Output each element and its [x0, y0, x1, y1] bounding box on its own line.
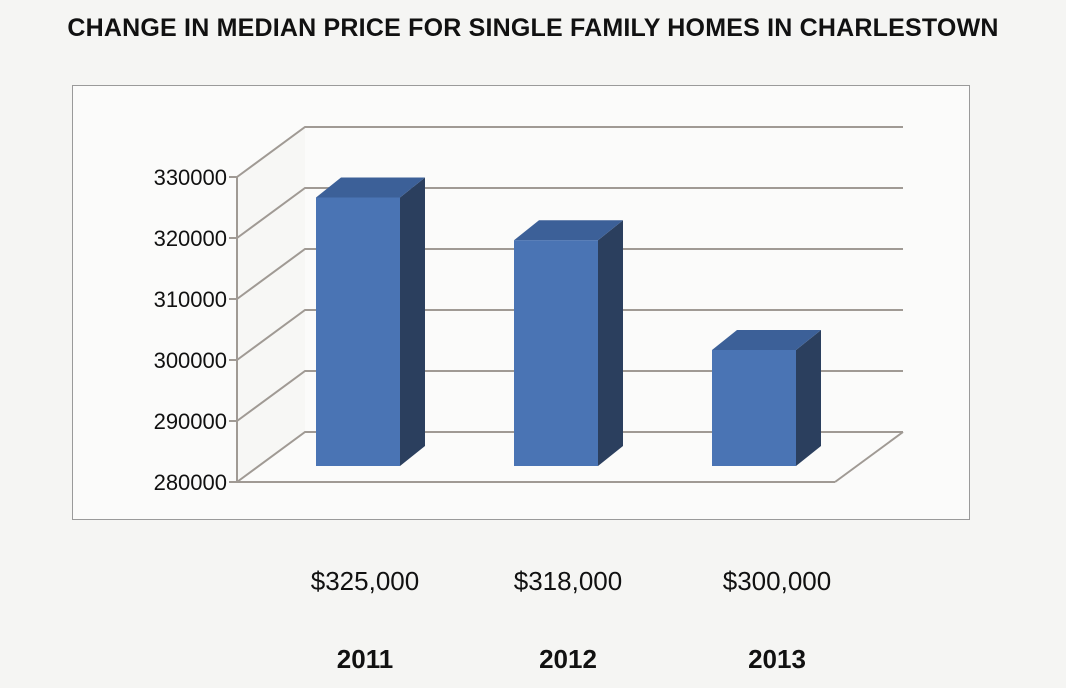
- chart-title: CHANGE IN MEDIAN PRICE FOR SINGLE FAMILY…: [67, 14, 999, 42]
- bar-top-2011: [316, 177, 425, 198]
- bar-2013: [712, 350, 796, 466]
- y-tick-label: 330000: [154, 165, 227, 190]
- y-tick-label: 310000: [154, 287, 227, 312]
- floor-right-edge: [834, 431, 904, 483]
- data-label-2012: $318,000: [513, 566, 623, 596]
- bar-2011: [316, 197, 400, 466]
- bar-top-2013: [712, 330, 821, 350]
- y-tick-label: 290000: [154, 409, 227, 434]
- bar-top-2012: [514, 220, 623, 241]
- gridline: [236, 187, 903, 239]
- gridline: [236, 126, 903, 178]
- bar-side-2012: [598, 220, 623, 466]
- gridline: [236, 309, 903, 361]
- bar-side-2011: [400, 177, 425, 466]
- bar-side-2013: [796, 330, 821, 466]
- category-label-2011: 2011: [336, 644, 394, 674]
- gridline: [236, 370, 903, 422]
- y-tick-label: 300000: [154, 348, 227, 373]
- category-label-2012: 2012: [539, 644, 597, 674]
- y-tick-label: 320000: [154, 226, 227, 251]
- category-label-2013: 2013: [748, 644, 806, 674]
- data-label-2013: $300,000: [722, 566, 832, 596]
- data-label-2011: $325,000: [310, 566, 420, 596]
- bar-2012: [514, 240, 598, 466]
- side-wall: [237, 127, 305, 482]
- y-tick-label: 280000: [154, 470, 227, 495]
- gridline: [236, 431, 903, 483]
- gridline: [236, 248, 903, 300]
